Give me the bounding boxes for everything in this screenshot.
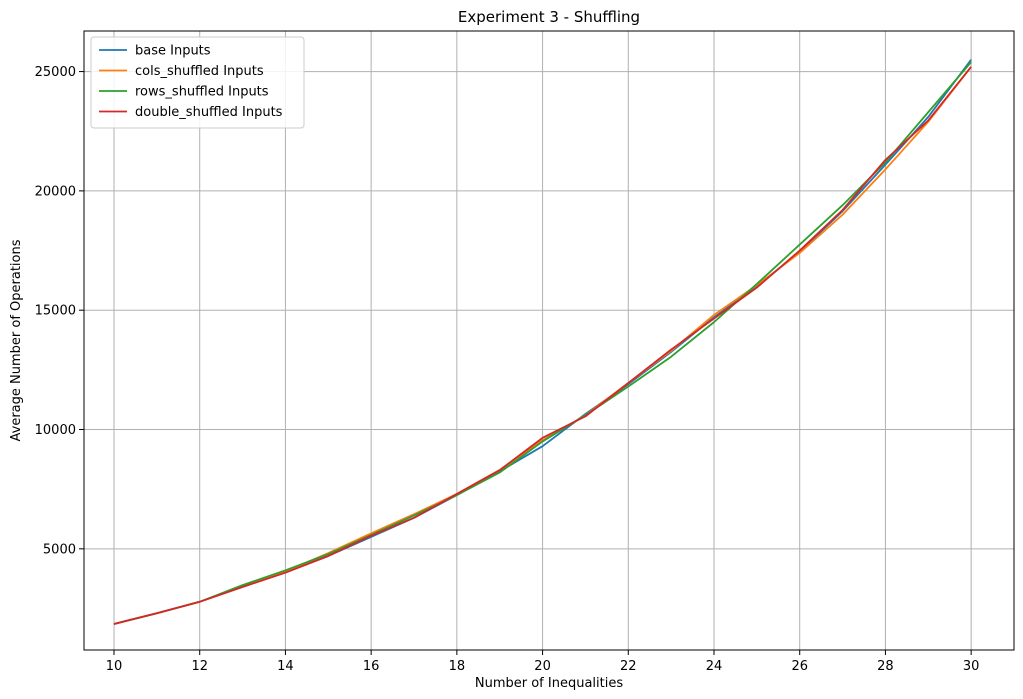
- legend: base Inputs cols_shuffled Inputs rows_shuf…: [90, 36, 305, 129]
- y-tick-label: 20000: [35, 184, 76, 199]
- series-lines: [113, 59, 972, 625]
- x-tick-label: 26: [791, 659, 808, 674]
- legend-label: base Inputs: [135, 44, 211, 59]
- x-tick-label: 10: [106, 659, 123, 674]
- x-tick-label: 28: [877, 659, 894, 674]
- plot-frame: [83, 30, 1015, 651]
- x-tick-label: 22: [620, 659, 637, 674]
- y-tick-label: 5000: [43, 542, 76, 557]
- legend-label: double_shuffled Inputs: [135, 105, 283, 120]
- x-tick-label: 20: [534, 659, 551, 674]
- x-tick-label: 18: [449, 659, 466, 674]
- legend-box: [90, 36, 305, 129]
- y-axis-label: Average Number of Operations: [9, 239, 24, 441]
- y-tick-label: 15000: [35, 304, 76, 319]
- x-tick-label: 24: [706, 659, 723, 674]
- chart-title: Experiment 3 - Shuffling: [458, 8, 640, 26]
- series-line: [113, 66, 972, 625]
- x-tick-label: 12: [191, 659, 208, 674]
- y-tick-label: 10000: [35, 423, 76, 438]
- y-tick-label: 25000: [35, 65, 76, 80]
- x-tick-label: 30: [963, 659, 980, 674]
- series-line: [113, 61, 972, 625]
- axis-ticks: 10 12 14 16 18 20 22 24 26 28 30 5000 10000 15000 2000…: [35, 65, 980, 674]
- legend-label: cols_shuffled Inputs: [135, 64, 264, 79]
- x-axis-label: Number of Inequalities: [475, 676, 623, 691]
- x-tick-label: 14: [277, 659, 294, 674]
- legend-label: rows_shuffled Inputs: [135, 85, 269, 100]
- x-tick-label: 16: [363, 659, 380, 674]
